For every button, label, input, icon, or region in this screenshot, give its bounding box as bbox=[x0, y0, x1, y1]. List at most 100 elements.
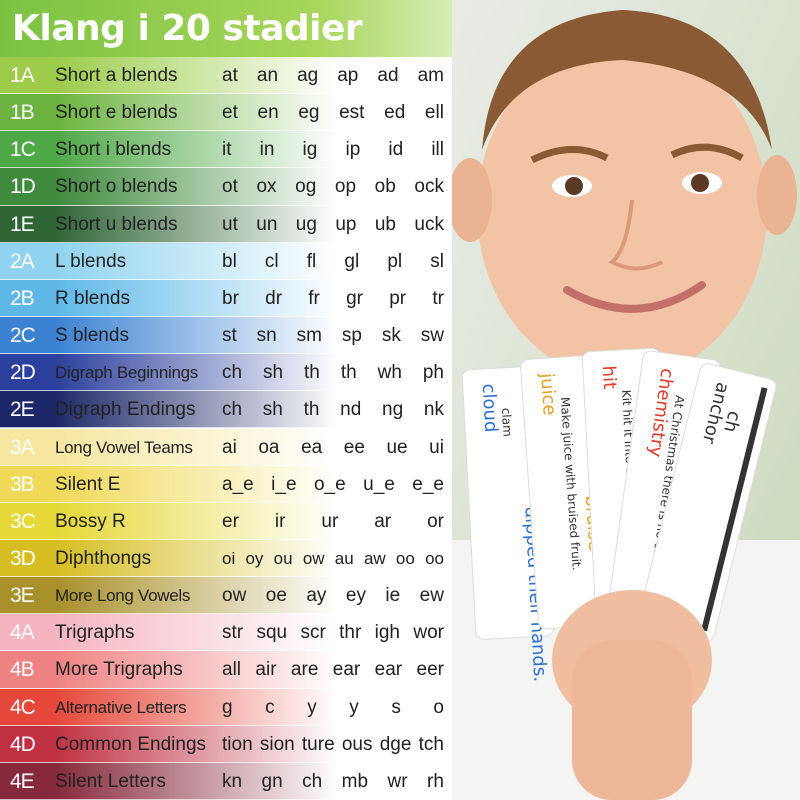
sound: sk bbox=[381, 325, 401, 347]
stage-code: 2D bbox=[10, 361, 36, 385]
stage-code: 1B bbox=[10, 101, 35, 125]
sound: nd bbox=[340, 399, 362, 421]
stage-name: Diphthongs bbox=[55, 547, 152, 569]
sound: i_e bbox=[271, 473, 297, 495]
sound: s bbox=[391, 696, 401, 718]
sound: sl bbox=[430, 250, 444, 272]
sound: thr bbox=[339, 622, 362, 644]
pupil bbox=[565, 177, 583, 195]
stage-name: L blends bbox=[55, 250, 127, 272]
sound-list: ow oe ay ey ie ew bbox=[222, 577, 444, 614]
sound: wr bbox=[387, 770, 408, 792]
sound: dge bbox=[379, 733, 412, 755]
sound: ock bbox=[414, 176, 444, 198]
sound: ai bbox=[222, 436, 237, 458]
stage-row: 4B More Trigraphs all air are ear ear eer bbox=[0, 651, 452, 689]
hair bbox=[482, 10, 772, 150]
nose bbox=[608, 199, 663, 271]
sound: br bbox=[222, 287, 239, 309]
stage-row: 1C Short i blends it in ig ip id ill bbox=[0, 131, 452, 169]
sound: sm bbox=[296, 325, 322, 347]
sound: ew bbox=[419, 585, 444, 607]
sound: kn bbox=[222, 770, 243, 792]
sound: pl bbox=[387, 250, 403, 272]
sound: str bbox=[222, 622, 244, 644]
sound: g bbox=[222, 696, 233, 718]
sound: oa bbox=[258, 436, 280, 458]
stage-row: 1E Short u blends ut un ug up ub uck bbox=[0, 205, 452, 243]
stage-name: Common Endings bbox=[55, 733, 207, 755]
stage-name: Digraph Endings bbox=[55, 399, 196, 421]
stage-code: 2B bbox=[10, 286, 35, 310]
sound: y bbox=[307, 696, 317, 718]
sound: ed bbox=[384, 102, 406, 124]
sound: ub bbox=[374, 213, 396, 235]
sound: tch bbox=[418, 733, 444, 755]
sound: en bbox=[257, 102, 279, 124]
sound: sh bbox=[263, 362, 284, 384]
sound: ag bbox=[297, 65, 319, 86]
sound: fl bbox=[306, 250, 317, 272]
sound: nk bbox=[423, 399, 444, 421]
sound: c bbox=[265, 696, 275, 718]
sound: ie bbox=[385, 585, 401, 607]
sound: ur bbox=[321, 510, 339, 532]
sound: o_e bbox=[313, 473, 346, 495]
sound: er bbox=[222, 510, 239, 532]
sound-list: ch sh th nd ng nk bbox=[222, 391, 444, 428]
sound: uck bbox=[414, 213, 444, 235]
sound: ut bbox=[222, 213, 238, 235]
ear bbox=[757, 155, 797, 235]
stage-name: S blends bbox=[55, 325, 129, 347]
stage-name: Silent E bbox=[55, 473, 121, 495]
sound: ay bbox=[306, 585, 327, 607]
sound: aw bbox=[363, 548, 386, 568]
sound-list: ot ox og op ob ock bbox=[222, 168, 444, 205]
sound: mb bbox=[341, 770, 369, 792]
sound: igh bbox=[374, 622, 400, 644]
sound-list: ut un ug up ub uck bbox=[222, 206, 444, 243]
sound: gr bbox=[346, 287, 363, 309]
sound: ot bbox=[222, 176, 238, 198]
stage-row: 3E More Long Vowels ow oe ay ey ie ew bbox=[0, 577, 452, 615]
sound: og bbox=[295, 176, 317, 198]
stage-code: 2E bbox=[10, 398, 35, 422]
sound: or bbox=[427, 510, 444, 532]
sound: o bbox=[433, 696, 444, 718]
stage-code: 3A bbox=[10, 435, 35, 459]
sound: op bbox=[334, 176, 357, 198]
sound: un bbox=[256, 213, 278, 235]
sound: oo bbox=[395, 548, 415, 568]
stage-name: Alternative Letters bbox=[55, 697, 187, 717]
sound-list: et en eg est ed ell bbox=[222, 94, 444, 131]
sound-list: st sn sm sp sk sw bbox=[222, 317, 444, 354]
stage-code: 4C bbox=[10, 695, 36, 719]
stage-code: 3C bbox=[10, 509, 36, 533]
stage-row: 2E Digraph Endings ch sh th nd ng nk bbox=[0, 391, 452, 429]
stage-name: R blends bbox=[55, 287, 130, 309]
sound: ip bbox=[345, 139, 361, 161]
sound-list: oi oy ou ow au aw oo oo bbox=[222, 540, 444, 577]
sound: sp bbox=[341, 325, 362, 347]
sound-list: er ir ur ar or bbox=[222, 503, 444, 540]
stage-name: Trigraphs bbox=[55, 622, 135, 644]
sound: ous bbox=[341, 733, 373, 755]
sound: ow bbox=[222, 585, 247, 607]
sound-list: kn gn ch mb wr rh bbox=[222, 763, 444, 800]
sound: are bbox=[290, 659, 319, 681]
sound: tr bbox=[432, 287, 444, 309]
sound: wor bbox=[413, 622, 444, 644]
sound: ow bbox=[302, 548, 325, 568]
sound: sw bbox=[420, 325, 444, 347]
stage-row: 3A Long Vowel Teams ai oa ea ee ue ui bbox=[0, 428, 452, 466]
sound: ui bbox=[429, 436, 444, 458]
sound: ture bbox=[301, 733, 335, 755]
sound: air bbox=[255, 659, 277, 681]
stage-code: 3D bbox=[10, 546, 36, 570]
sound-list: tion sion ture ous dge tch bbox=[222, 726, 444, 763]
stage-name: Short e blends bbox=[55, 102, 178, 124]
sound: sn bbox=[256, 325, 277, 347]
sound: id bbox=[388, 139, 404, 161]
stage-code: 3E bbox=[10, 584, 35, 608]
